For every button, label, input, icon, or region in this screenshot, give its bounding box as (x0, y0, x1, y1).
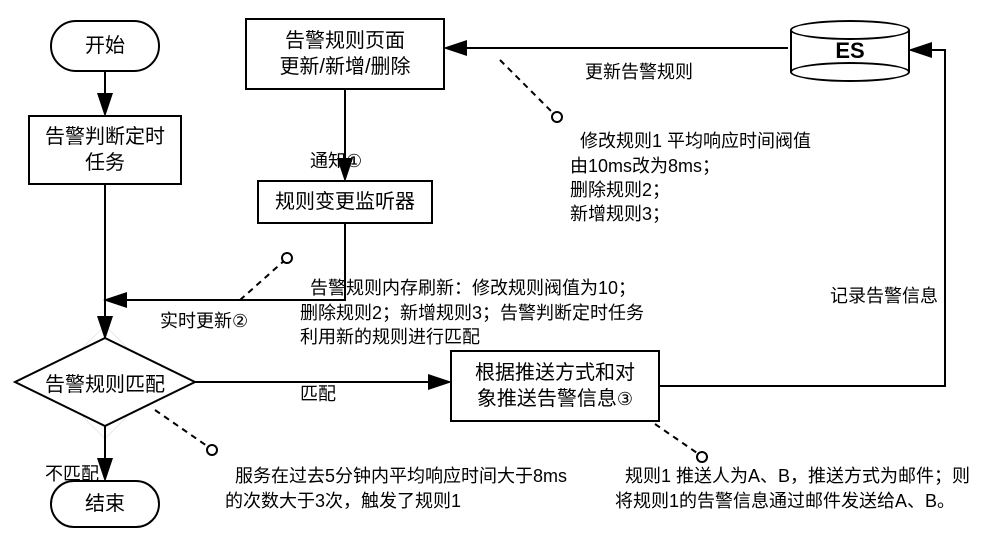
node-push-label: 根据推送方式和对 象推送告警信息③ (475, 360, 635, 412)
label-update-rule: 更新告警规则 (575, 36, 693, 85)
label-match-yes: 匹配 (290, 358, 336, 407)
node-rule-page-label: 告警规则页面 更新/新增/删除 (279, 28, 410, 80)
node-task: 告警判断定时 任务 (28, 115, 182, 185)
label-notify: 通知① (300, 125, 362, 174)
annotation-3: 服务在过去5分钟内平均响应时间大于8ms 的次数大于3次，触发了规则1 (225, 440, 567, 513)
node-start: 开始 (50, 20, 160, 72)
node-end-label: 结束 (85, 491, 125, 517)
node-match-label: 告警规则匹配 (45, 368, 165, 397)
node-start-label: 开始 (85, 33, 125, 59)
node-end: 结束 (50, 480, 160, 528)
node-listener: 规则变更监听器 (257, 180, 433, 224)
node-match-label-wrap: 告警规则匹配 (15, 338, 195, 426)
annotation-2: 告警规则内存刷新：修改规则阀值为10； 删除规则2；新增规则3；告警判断定时任务… (300, 252, 644, 349)
annotation-1: 修改规则1 平均响应时间阀值 由10ms改为8ms； 删除规则2； 新增规则3； (570, 105, 811, 226)
node-es-label: ES (835, 38, 864, 64)
node-es: ES (790, 20, 910, 82)
node-push: 根据推送方式和对 象推送告警信息③ (450, 350, 660, 422)
label-record: 记录告警信息 (820, 260, 938, 309)
annotation-4: 规则1 推送人为A、B，推送方式为邮件；则 将规则1的告警信息通过邮件发送给A、… (615, 440, 970, 513)
node-listener-label: 规则变更监听器 (275, 189, 415, 215)
node-rule-page: 告警规则页面 更新/新增/删除 (245, 18, 445, 90)
node-task-label: 告警判断定时 任务 (45, 124, 165, 176)
label-realtime: 实时更新② (150, 285, 248, 334)
